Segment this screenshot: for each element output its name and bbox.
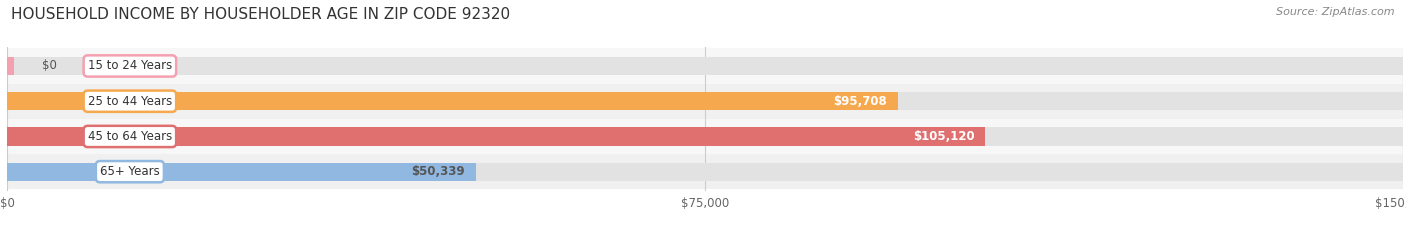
Bar	[7, 57, 14, 75]
Text: 15 to 24 Years: 15 to 24 Years	[87, 59, 172, 72]
Text: 65+ Years: 65+ Years	[100, 165, 160, 178]
Bar	[7, 92, 1403, 110]
Bar	[7, 163, 475, 181]
Bar	[7, 127, 1403, 146]
Text: Source: ZipAtlas.com: Source: ZipAtlas.com	[1277, 7, 1395, 17]
Text: HOUSEHOLD INCOME BY HOUSEHOLDER AGE IN ZIP CODE 92320: HOUSEHOLD INCOME BY HOUSEHOLDER AGE IN Z…	[11, 7, 510, 22]
Bar	[7, 119, 1403, 154]
Text: $0: $0	[42, 59, 56, 72]
Text: $95,708: $95,708	[832, 95, 887, 108]
Bar	[7, 163, 1403, 181]
Text: $105,120: $105,120	[912, 130, 974, 143]
Bar	[7, 92, 898, 110]
Text: 25 to 44 Years: 25 to 44 Years	[87, 95, 172, 108]
Bar	[7, 48, 1403, 84]
Bar	[7, 84, 1403, 119]
Bar	[7, 154, 1403, 189]
Bar	[7, 127, 986, 146]
Text: 45 to 64 Years: 45 to 64 Years	[87, 130, 172, 143]
Bar	[7, 57, 1403, 75]
Text: $50,339: $50,339	[411, 165, 464, 178]
